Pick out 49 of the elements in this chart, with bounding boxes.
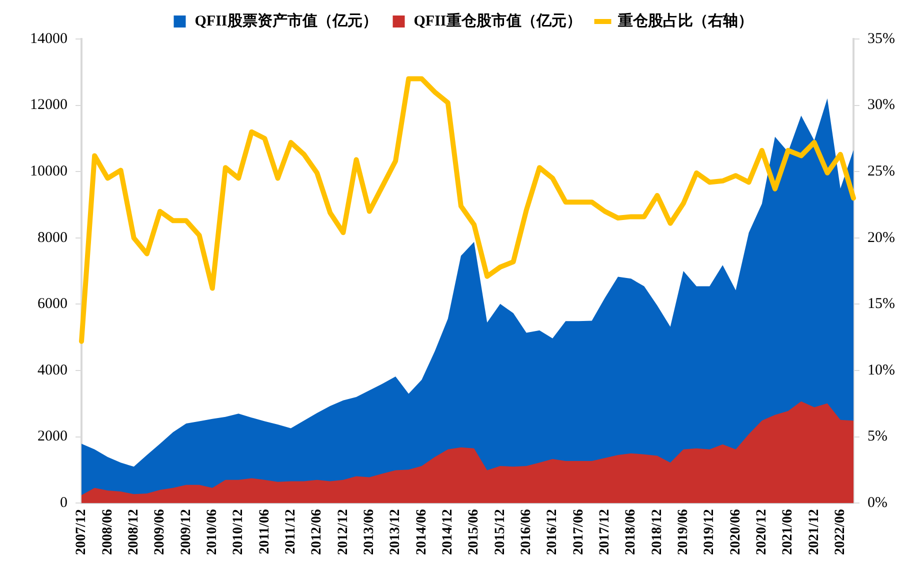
x-tick-label: 2013/12 [388, 509, 404, 555]
y2-tick-label: 20% [868, 230, 896, 246]
x-tick-label: 2019/06 [676, 509, 692, 555]
x-tick-label: 2010/06 [204, 509, 220, 555]
x-tick-label: 2017/06 [571, 509, 586, 555]
x-tick-label: 2009/12 [178, 509, 194, 555]
x-tick-label: 2007/12 [74, 509, 90, 555]
x-tick-label: 2016/06 [518, 509, 534, 555]
x-tick-label: 2016/12 [545, 509, 560, 555]
x-tick-label: 2008/12 [126, 509, 142, 555]
x-tick-label: 2015/12 [492, 509, 508, 555]
y2-tick-label: 10% [868, 362, 896, 378]
x-tick-label: 2022/06 [833, 509, 848, 555]
x-tick-label: 2009/06 [152, 509, 168, 555]
y-tick-label: 2000 [38, 428, 68, 445]
x-tick-label: 2021/12 [806, 509, 822, 555]
y-tick-label: 0 [60, 495, 68, 512]
y2-tick-label: 5% [868, 428, 888, 445]
x-tick-label: 2018/12 [650, 509, 665, 555]
y2-tick-label: 35% [868, 30, 896, 47]
x-tick-label: 2014/06 [414, 509, 430, 555]
y2-tick-label: 25% [868, 164, 896, 180]
y2-tick-label: 15% [868, 296, 896, 312]
legend-label: QFII股票资产市值（亿元） [194, 11, 378, 30]
legend-label: 重仓股占比（右轴） [616, 12, 753, 30]
x-tick-label: 2019/12 [702, 509, 718, 555]
x-tick-label: 2017/12 [598, 509, 613, 555]
y-tick-label: 14000 [30, 30, 68, 47]
x-tick-label: 2018/06 [624, 509, 639, 555]
y2-tick-label: 30% [868, 97, 896, 114]
x-tick-label: 2014/12 [440, 509, 456, 555]
x-tick-label: 2011/06 [257, 509, 272, 554]
x-tick-label: 2012/12 [336, 509, 351, 555]
y2-tick-label: 0% [868, 495, 888, 512]
x-tick-label: 2010/12 [231, 509, 246, 555]
x-tick-label: 2021/06 [780, 509, 796, 555]
x-tick-label: 2020/12 [754, 509, 770, 555]
y-tick-label: 4000 [38, 362, 68, 378]
x-tick-label: 2020/06 [728, 509, 744, 555]
x-tick-label: 2013/06 [362, 509, 377, 555]
x-tick-label: 2012/06 [310, 509, 325, 555]
y-tick-label: 12000 [30, 97, 68, 114]
y-tick-label: 6000 [38, 296, 68, 312]
x-tick-label: 2008/06 [100, 509, 116, 555]
y-tick-label: 8000 [38, 230, 68, 246]
x-tick-label: 2011/12 [283, 509, 298, 554]
x-tick-label: 2015/06 [466, 509, 482, 555]
y-tick-label: 10000 [30, 164, 68, 180]
legend-label: QFII重仓股市值（亿元） [414, 11, 582, 30]
